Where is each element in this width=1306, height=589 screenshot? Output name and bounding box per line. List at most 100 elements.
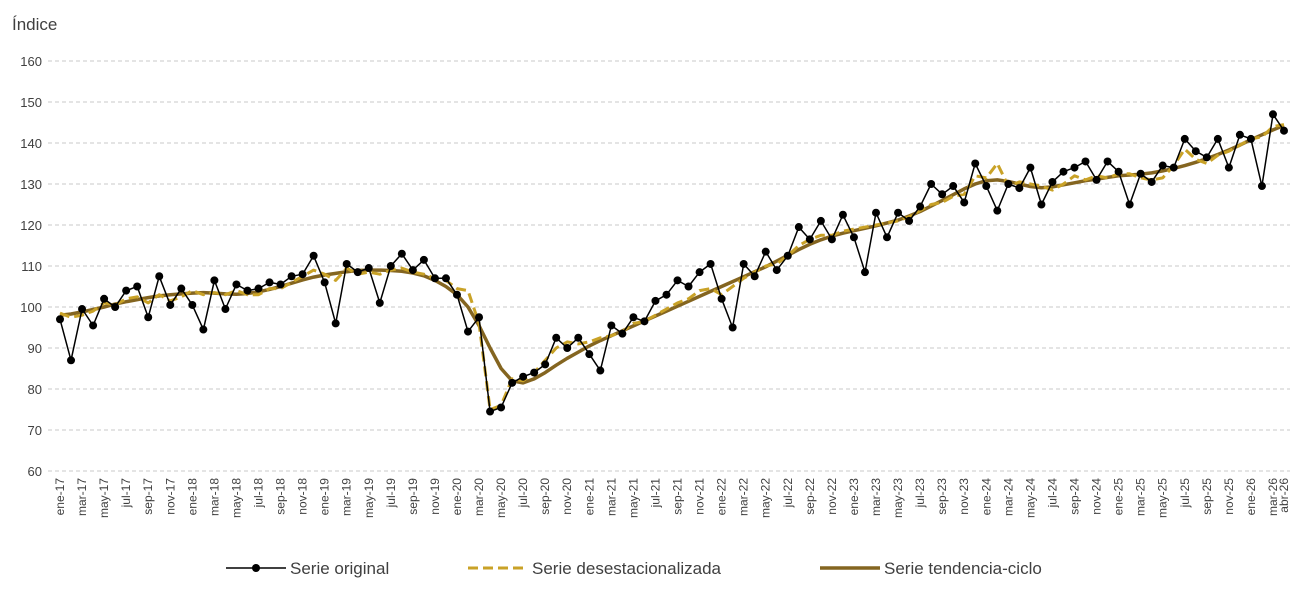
x-tick-label: mar-19	[340, 478, 354, 516]
x-tick-label: jul-17	[119, 478, 133, 509]
x-tick-label: ene-23	[847, 478, 861, 516]
x-tick-label: nov-23	[957, 478, 971, 515]
data-point	[1037, 200, 1046, 209]
y-tick-label: 90	[28, 341, 42, 356]
data-point	[982, 182, 991, 191]
data-point	[1059, 167, 1068, 176]
y-tick-label: 150	[20, 95, 42, 110]
y-tick-label: 80	[28, 382, 42, 397]
data-point	[750, 272, 759, 281]
x-tick-label: may-22	[759, 478, 773, 518]
data-point	[89, 321, 98, 330]
x-tick-label: may-17	[97, 478, 111, 518]
data-point	[1180, 134, 1189, 143]
x-tick-label: nov-19	[428, 478, 442, 515]
data-point	[1092, 175, 1101, 184]
x-tick-label: mar-21	[604, 478, 618, 516]
data-point	[618, 329, 627, 338]
data-point	[849, 233, 858, 242]
y-tick-label: 130	[20, 177, 42, 192]
data-point	[464, 327, 472, 336]
data-point	[1070, 163, 1079, 172]
data-point	[673, 276, 682, 285]
x-tick-label: may-19	[362, 478, 376, 518]
data-point	[728, 323, 737, 332]
legend-label: Serie original	[290, 559, 389, 578]
data-point	[563, 344, 572, 352]
data-point	[1114, 167, 1123, 176]
x-tick-label: ene-25	[1112, 478, 1126, 516]
x-tick-label: sep-19	[406, 478, 420, 515]
data-point	[1224, 163, 1233, 172]
data-point	[144, 313, 153, 322]
x-tick-label: ene-26	[1244, 478, 1258, 516]
x-tick-label: nov-22	[825, 478, 839, 515]
x-tick-label: sep-23	[935, 478, 949, 515]
x-tick-label: mar-24	[1001, 478, 1015, 516]
x-tick-label: may-24	[1023, 478, 1037, 518]
x-tick-label: sep-17	[141, 478, 155, 515]
data-point	[1257, 182, 1266, 191]
x-tick-label: jul-24	[1045, 478, 1059, 509]
x-tick-label: ene-18	[185, 478, 199, 516]
data-point	[56, 315, 64, 324]
data-point	[1191, 147, 1200, 156]
data-point	[860, 268, 869, 277]
data-point	[695, 268, 704, 277]
x-tick-label: mar-18	[207, 478, 221, 516]
data-point	[1158, 161, 1167, 170]
data-point	[1048, 177, 1057, 186]
data-point	[651, 296, 660, 305]
x-tick-label: mar-20	[472, 478, 486, 516]
data-point	[221, 305, 230, 314]
x-tick-label: jul-20	[516, 478, 530, 509]
data-point	[1213, 134, 1222, 143]
data-point	[133, 282, 142, 291]
series-line	[59, 113, 1285, 413]
x-tick-label: sep-24	[1067, 478, 1081, 515]
x-tick-label: may-21	[626, 478, 640, 518]
data-point	[905, 216, 914, 225]
data-point	[408, 266, 417, 275]
data-point	[816, 216, 825, 225]
data-point	[419, 255, 428, 264]
data-point	[827, 235, 836, 244]
x-tick-label: nov-21	[693, 478, 707, 515]
data-point	[320, 278, 329, 287]
data-point	[199, 325, 208, 334]
data-point	[607, 321, 616, 330]
data-point	[475, 313, 484, 322]
y-tick-label: 100	[20, 300, 42, 315]
data-point	[441, 274, 450, 283]
data-point	[552, 333, 561, 342]
data-point	[927, 180, 936, 188]
data-point	[276, 280, 285, 289]
data-point	[916, 202, 925, 211]
data-point	[1026, 163, 1035, 172]
data-point	[761, 247, 770, 256]
x-tick-label: jul-23	[913, 478, 927, 509]
data-point	[530, 368, 539, 377]
data-point	[794, 223, 803, 232]
y-tick-label: 120	[20, 218, 42, 233]
data-point	[188, 300, 197, 309]
y-tick-label: 140	[20, 136, 42, 151]
data-point	[100, 294, 109, 303]
legend-label: Serie desestacionalizada	[532, 559, 722, 578]
y-tick-label: 60	[28, 464, 42, 479]
x-tick-label: may-18	[229, 478, 243, 518]
x-tick-label: mar-23	[869, 478, 883, 516]
data-point	[1015, 184, 1024, 193]
data-point	[805, 235, 814, 244]
data-point	[585, 350, 594, 359]
data-point	[596, 366, 605, 375]
data-point	[1136, 169, 1145, 178]
data-point	[883, 233, 892, 242]
data-point	[375, 298, 384, 307]
x-tick-label: ene-21	[582, 478, 596, 516]
data-point	[430, 274, 439, 283]
x-tick-label: jul-25	[1178, 478, 1192, 509]
x-tick-label: nov-18	[296, 478, 310, 515]
x-tick-label: ene-24	[979, 478, 993, 516]
data-point	[739, 259, 748, 268]
